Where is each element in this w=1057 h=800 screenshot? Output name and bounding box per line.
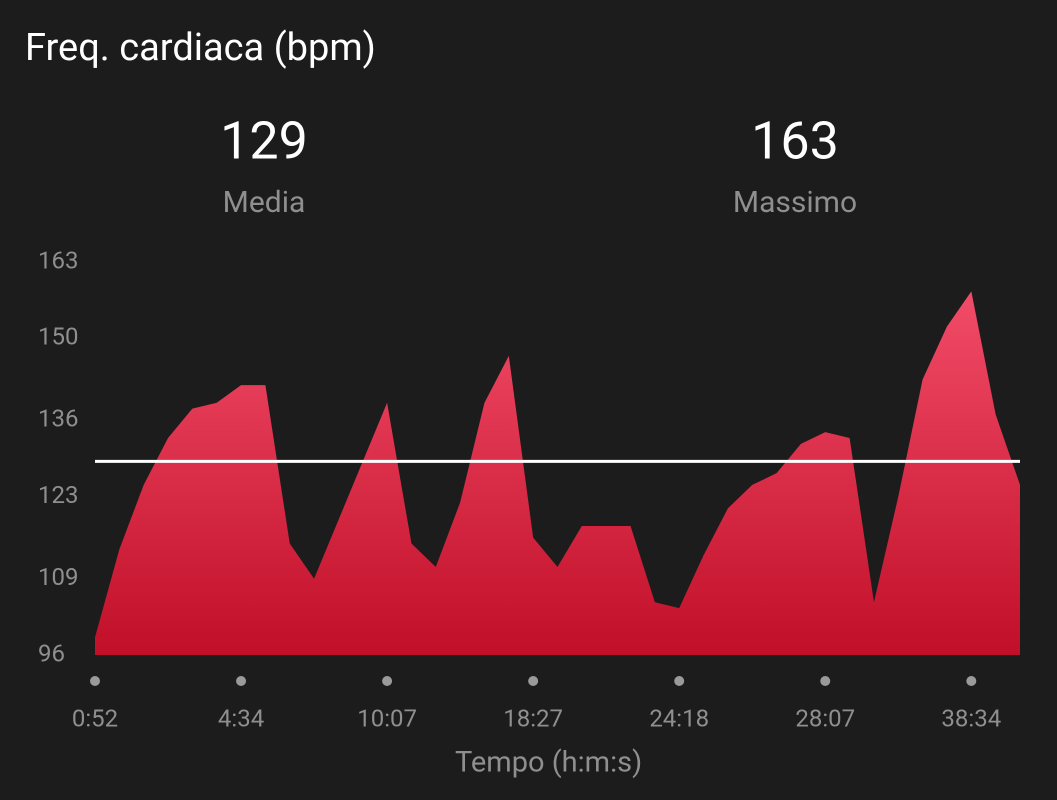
- y-tick-label: 136: [38, 405, 78, 433]
- y-tick-label: 150: [38, 323, 78, 351]
- y-tick-label: 163: [38, 246, 78, 274]
- x-tick-label: 10:07: [357, 704, 417, 732]
- x-tick-label: 24:18: [649, 704, 709, 732]
- x-tick-label: 4:34: [218, 704, 264, 732]
- stat-value: 129: [220, 111, 308, 172]
- x-tick-label: 0:52: [72, 704, 118, 732]
- x-tick-dot: [90, 676, 100, 686]
- x-tick-dot: [820, 676, 831, 686]
- x-tick-dot: [236, 676, 247, 686]
- stat-label: Media: [223, 185, 306, 220]
- y-tick-label: 109: [38, 563, 78, 591]
- x-tick-dot: [528, 676, 539, 686]
- x-tick-label: 38:34: [941, 704, 1001, 732]
- x-axis-label: Tempo (h:m:s): [455, 746, 642, 780]
- stat-label: Massimo: [733, 185, 857, 220]
- x-tick-dot: [382, 676, 393, 686]
- y-tick-label: 96: [38, 639, 65, 667]
- x-tick-dot: [966, 676, 977, 686]
- stat-value: 163: [751, 111, 839, 172]
- area: [95, 291, 1020, 655]
- x-tick-dot: [674, 676, 685, 686]
- y-tick-label: 123: [38, 481, 78, 509]
- x-tick-label: 28:07: [795, 704, 855, 732]
- chart-title: Freq. cardiaca (bpm): [25, 26, 376, 70]
- x-tick-label: 18:27: [503, 704, 563, 732]
